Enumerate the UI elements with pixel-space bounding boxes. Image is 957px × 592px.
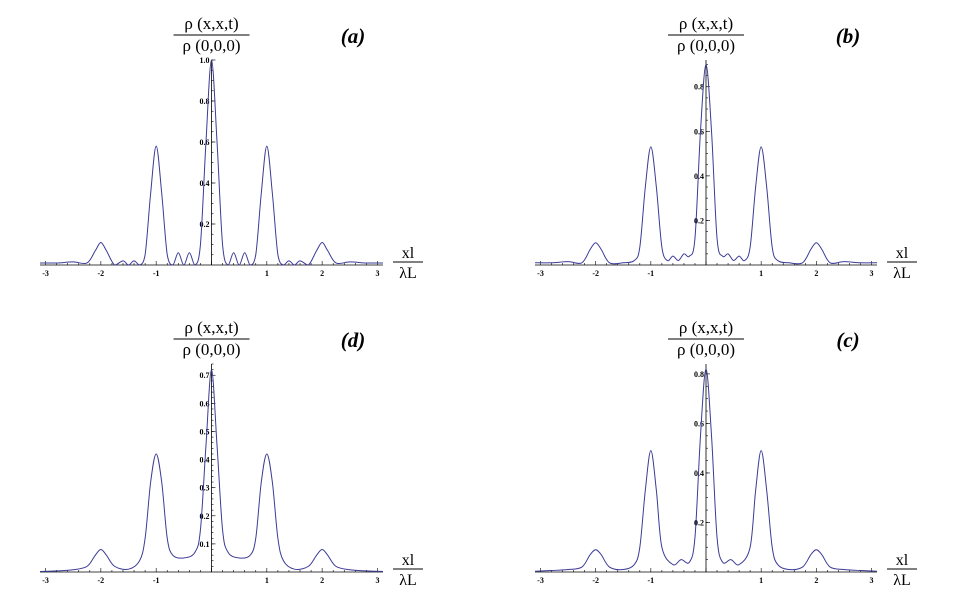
x-tick-label: -3 xyxy=(537,269,544,278)
x-tick-label: 3 xyxy=(375,269,379,278)
panel-label: (a) xyxy=(341,24,366,48)
x-tick-label: -3 xyxy=(42,576,49,585)
x-tick-label: 1 xyxy=(759,269,763,278)
y-tick-label: 0.2 xyxy=(694,518,704,527)
x-tick-label: 2 xyxy=(814,269,818,278)
xlabel-numerator: xl xyxy=(402,245,415,262)
series-line xyxy=(39,59,384,266)
xlabel-denominator: λL xyxy=(399,265,417,282)
xlabel-denominator: λL xyxy=(399,572,417,589)
x-tick-label: -3 xyxy=(537,576,544,585)
x-tick-label: -1 xyxy=(153,269,160,278)
ylabel-denominator: ρ (0,0,0) xyxy=(677,340,735,359)
x-tick-label: 3 xyxy=(869,269,873,278)
x-tick-label: -2 xyxy=(98,269,105,278)
x-tick-label: 1 xyxy=(265,269,269,278)
y-tick-label: 0.7 xyxy=(200,371,210,380)
x-tick-label: -1 xyxy=(153,576,160,585)
y-tick-label: 0.2 xyxy=(200,220,210,229)
xlabel-numerator: xl xyxy=(896,552,909,569)
ylabel-denominator: ρ (0,0,0) xyxy=(182,340,240,359)
series-line xyxy=(534,63,878,265)
y-tick-label: 0.6 xyxy=(694,419,704,428)
panel-label: (c) xyxy=(836,328,859,352)
ylabel-numerator: ρ (x,x,t) xyxy=(184,14,238,33)
x-tick-label: 2 xyxy=(320,269,324,278)
x-tick-label: -1 xyxy=(648,269,655,278)
y-tick-label: 0.6 xyxy=(200,399,210,408)
y-tick-label: 1.0 xyxy=(200,56,210,65)
y-tick-label: 0.6 xyxy=(200,138,210,147)
xlabel-numerator: xl xyxy=(896,245,909,262)
x-tick-label: -1 xyxy=(648,576,655,585)
ylabel-denominator: ρ (0,0,0) xyxy=(182,36,240,55)
xlabel-denominator: λL xyxy=(893,265,911,282)
y-tick-label: 0.8 xyxy=(694,370,704,379)
panel-d: -3 -2 -1 1 2 3 0.1 0.2 0.3 0.4 0.5 0.6 0.7 ρ (x,x,t) ρ… xyxy=(39,318,423,589)
y-tick-label: 0.5 xyxy=(200,427,210,436)
panel-label: (b) xyxy=(836,24,861,48)
x-tick-label: -2 xyxy=(592,269,599,278)
series-line xyxy=(534,368,878,572)
panel-label: (d) xyxy=(341,328,366,352)
y-tick-label: 0.2 xyxy=(200,512,210,521)
y-tick-label: 0.4 xyxy=(694,469,704,478)
x-tick-label: -2 xyxy=(98,576,105,585)
y-tick-label: 0.1 xyxy=(200,540,210,549)
x-tick-label: 3 xyxy=(869,576,873,585)
y-tick-label: 0.8 xyxy=(694,83,704,92)
panel-c: -3 -2 -1 1 2 3 0.2 0.4 0.6 0.8 ρ (x,x,t) ρ (0,0,0) (… xyxy=(534,318,917,589)
panel-b: -3 -2 -1 1 2 3 0.2 0.4 0.6 0.8 ρ (x,x,t) ρ (0,0,0) (… xyxy=(534,14,917,282)
x-tick-label: -2 xyxy=(592,576,599,585)
x-tick-label: 2 xyxy=(814,576,818,585)
y-tick-label: 0.4 xyxy=(200,456,210,465)
x-tick-label: 2 xyxy=(320,576,324,585)
y-tick-label: 0.4 xyxy=(694,172,704,181)
x-tick-label: 3 xyxy=(375,576,379,585)
series-line xyxy=(39,369,384,572)
ylabel-denominator: ρ (0,0,0) xyxy=(677,36,735,55)
xlabel-denominator: λL xyxy=(893,572,911,589)
x-tick-label: 1 xyxy=(265,576,269,585)
xlabel-numerator: xl xyxy=(402,552,415,569)
y-tick-label: 0.8 xyxy=(200,97,210,106)
x-tick-label: -3 xyxy=(42,269,49,278)
panel-a: -3 -2 -1 1 2 3 0.2 0.4 0.6 0.8 1.0 ρ (x,x,t) ρ (0,0,… xyxy=(39,14,423,282)
ylabel-numerator: ρ (x,x,t) xyxy=(184,318,238,337)
y-tick-label: 0.2 xyxy=(694,216,704,225)
y-tick-label: 0.6 xyxy=(694,127,704,136)
x-tick-label: 1 xyxy=(759,576,763,585)
ylabel-numerator: ρ (x,x,t) xyxy=(679,14,733,33)
y-tick-label: 0.3 xyxy=(200,484,210,493)
ylabel-numerator: ρ (x,x,t) xyxy=(679,318,733,337)
y-tick-label: 0.4 xyxy=(200,179,210,188)
